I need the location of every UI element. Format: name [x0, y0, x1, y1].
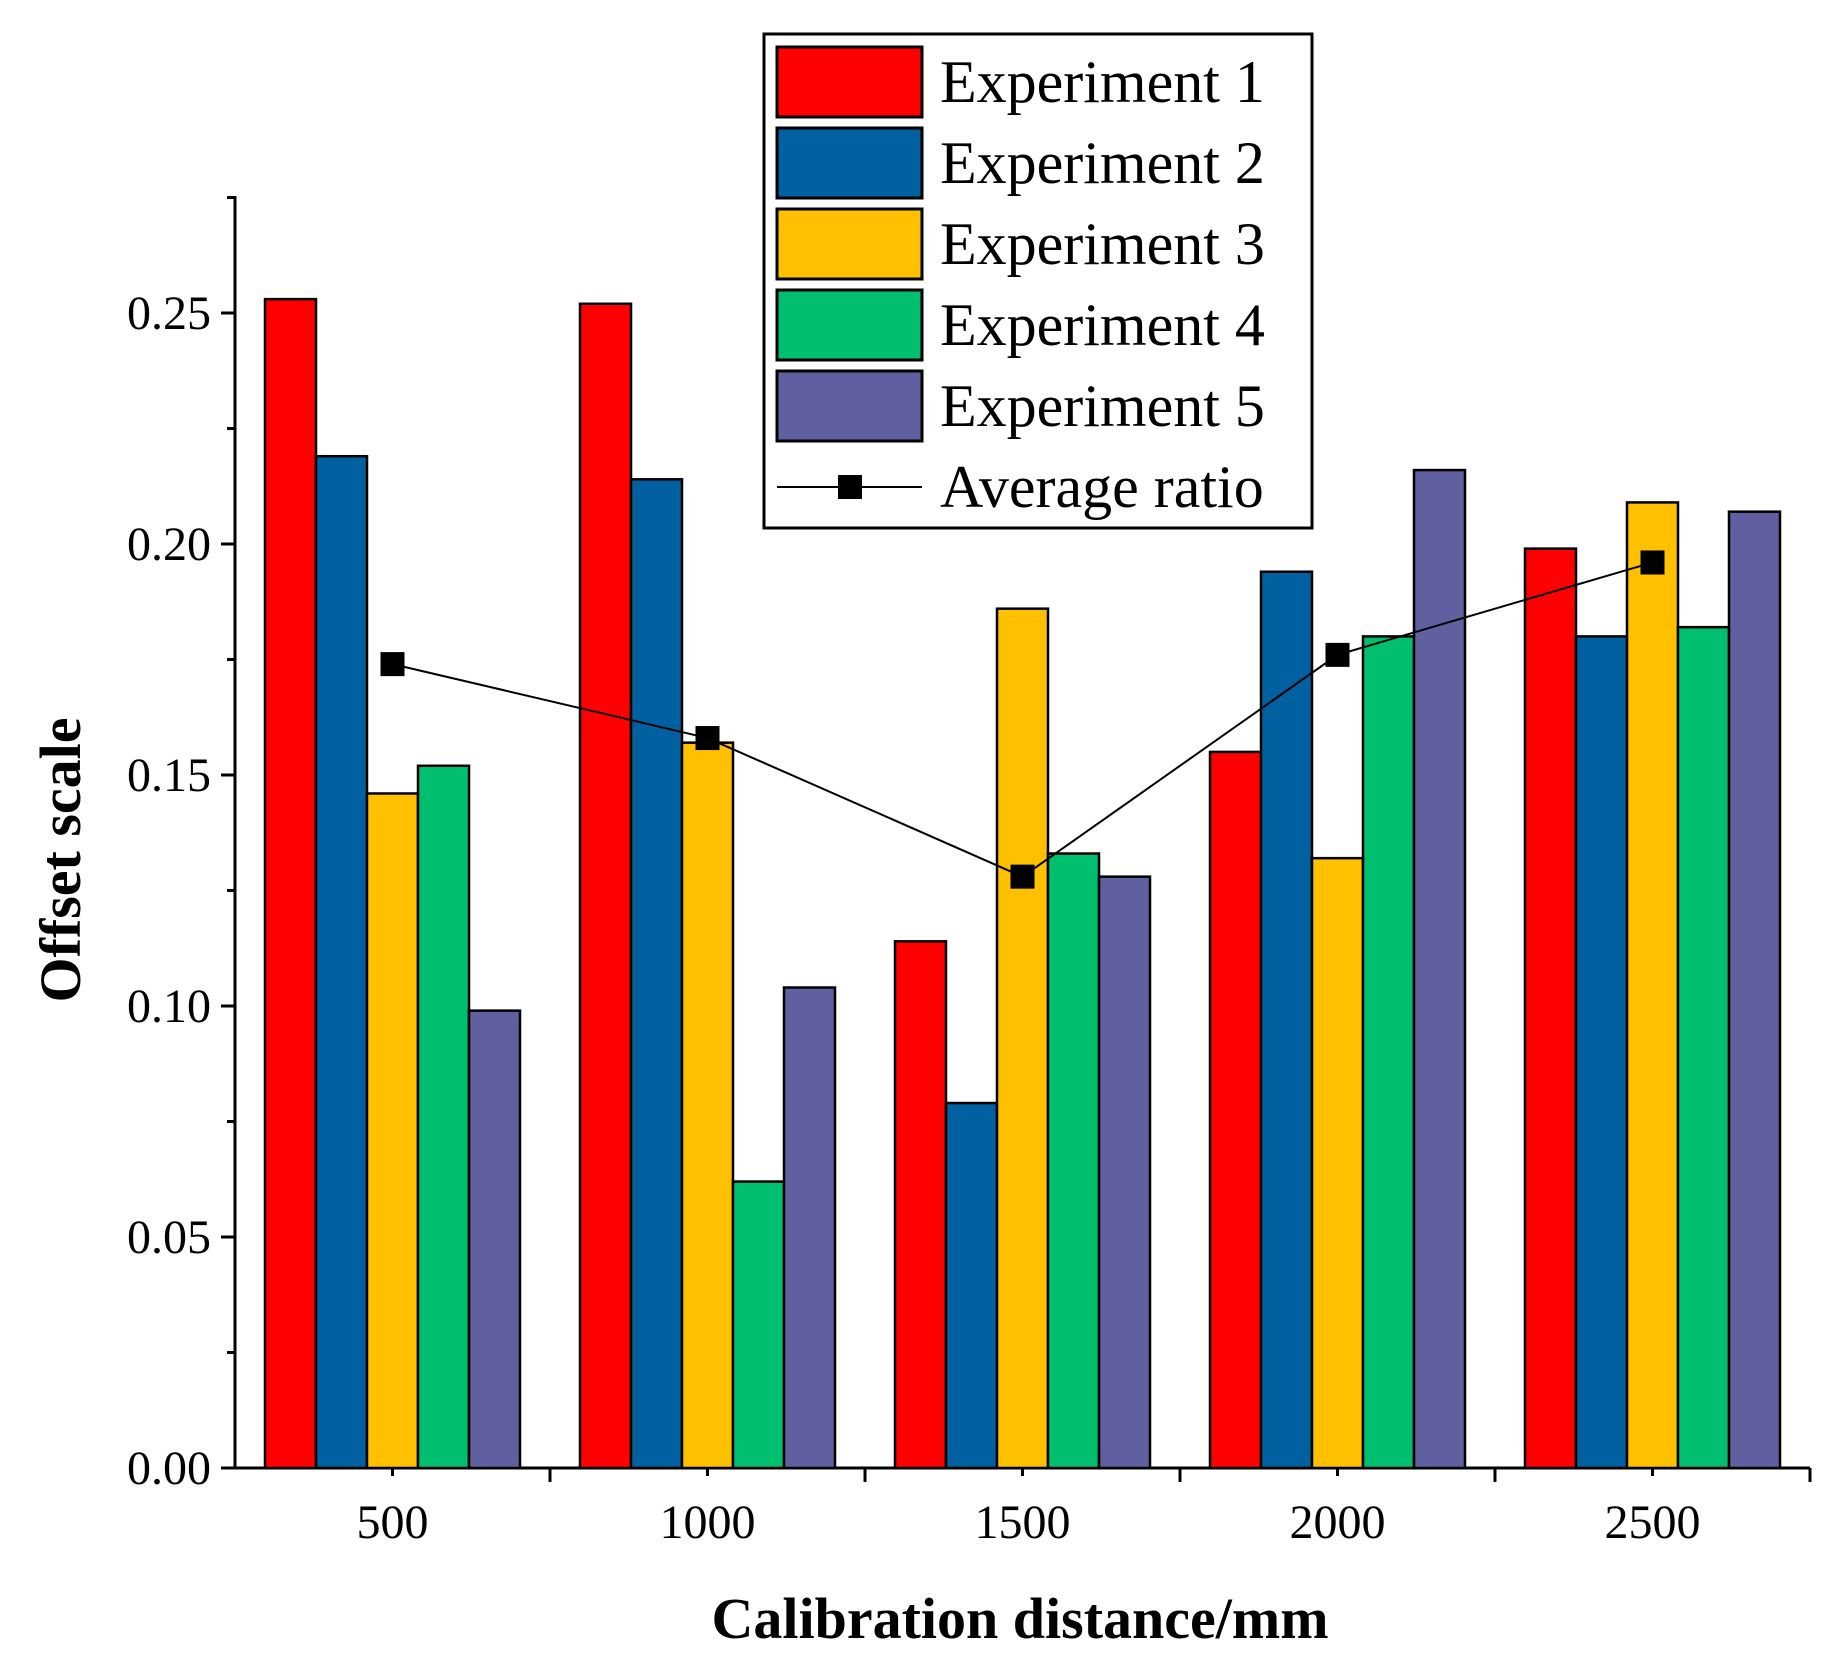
average-ratio-segment: [392, 663, 708, 740]
bar: [731, 1180, 786, 1470]
y-tick-label: 0.20: [127, 518, 211, 571]
bar: [629, 478, 684, 1470]
y-axis-title: Offset scale: [28, 717, 93, 1002]
bars: [263, 297, 1782, 1470]
y-tick-label: 0.15: [127, 749, 211, 802]
bar: [1310, 856, 1365, 1470]
x-tick-label: 1000: [660, 1496, 756, 1549]
legend-label: Experiment 2: [940, 130, 1265, 196]
bar: [944, 1101, 999, 1470]
x-tick-label: 2000: [1290, 1496, 1386, 1549]
bar: [893, 940, 948, 1470]
bar: [1361, 635, 1416, 1470]
bar: [1625, 501, 1680, 1470]
legend-label: Experiment 1: [940, 49, 1265, 115]
bar: [416, 764, 471, 1470]
y-tick-label: 0.05: [127, 1211, 211, 1264]
average-ratio-marker: [1325, 642, 1350, 667]
average-ratio-marker: [1010, 864, 1035, 889]
average-ratio-line: [380, 550, 1665, 889]
bar: [1727, 510, 1782, 1470]
bar: [782, 986, 837, 1470]
bar: [1259, 570, 1314, 1470]
legend-label: Experiment 4: [940, 292, 1265, 358]
bar: [1046, 852, 1101, 1470]
y-tick-label: 0.00: [127, 1442, 211, 1495]
bar: [365, 792, 420, 1470]
legend: Experiment 1 Experiment 2 Experiment 3 Expe…: [762, 32, 1314, 530]
average-ratio-segment: [707, 737, 1023, 878]
bar: [1523, 547, 1578, 1470]
bar: [314, 454, 369, 1470]
bar: [1676, 625, 1731, 1470]
bar: [1412, 468, 1467, 1470]
x-tick-label: 500: [357, 1496, 429, 1549]
legend-swatch: [775, 369, 924, 443]
axes: 0.00 0.05 0.10 0.15 0.20 0.25 500 1000 1500 2000 2…: [127, 196, 1812, 1549]
legend-label: Experiment 5: [940, 373, 1265, 439]
legend-swatch: [775, 288, 924, 362]
x-axis-title: Calibration distance/mm: [711, 1586, 1328, 1651]
bar: [1574, 635, 1629, 1470]
legend-swatch: [775, 45, 924, 119]
bar: [263, 297, 318, 1470]
average-ratio-marker: [695, 726, 720, 751]
average-ratio-marker: [1640, 550, 1665, 575]
average-ratio-segment: [1337, 561, 1653, 656]
legend-label: Experiment 3: [940, 211, 1265, 277]
bar: [1097, 875, 1152, 1470]
x-tick-label: 2500: [1605, 1496, 1701, 1549]
bar: [995, 607, 1050, 1470]
bar: [467, 1009, 522, 1470]
bar: [578, 302, 633, 1470]
average-ratio-segment: [1021, 654, 1339, 878]
y-tick-label: 0.25: [127, 287, 211, 340]
bar: [1208, 750, 1263, 1470]
y-tick-label: 0.10: [127, 980, 211, 1033]
x-tick-label: 1500: [975, 1496, 1071, 1549]
legend-swatch: [775, 126, 924, 200]
legend-label: Average ratio: [940, 454, 1264, 520]
legend-marker-sample: [838, 475, 862, 499]
legend-swatch: [775, 207, 924, 281]
bar: [680, 741, 735, 1470]
average-ratio-marker: [380, 652, 405, 677]
